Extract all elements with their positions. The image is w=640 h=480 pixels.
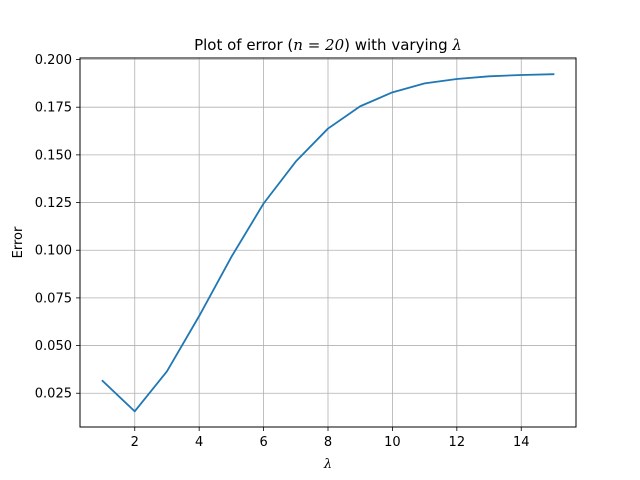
x-tick-label: 10 [384, 435, 401, 450]
x-axis-ticks: 2 4 6 8 10 12 14 [131, 427, 530, 450]
y-tick-label: 0.075 [35, 291, 72, 306]
chart-title: Plot of error (n = 20) with varying λ [194, 36, 462, 54]
y-tick-label: 0.200 [35, 53, 72, 68]
y-axis-ticks: 0.025 0.050 0.075 0.100 0.125 0.150 0.175 0.200 [35, 53, 80, 402]
x-tick-label: 8 [324, 435, 332, 450]
series-layer [101, 73, 555, 413]
x-tick-label: 4 [195, 435, 203, 450]
x-tick-label: 2 [131, 435, 139, 450]
y-tick-label: 0.175 [35, 101, 72, 116]
x-tick-label: 6 [259, 435, 267, 450]
x-tick-label: 14 [513, 435, 530, 450]
grid [80, 58, 576, 427]
y-tick-label: 0.050 [35, 339, 72, 354]
x-axis-label: λ [323, 457, 332, 472]
y-tick-label: 0.125 [35, 196, 72, 211]
x-tick-label: 12 [449, 435, 466, 450]
series-line [101, 73, 555, 413]
y-tick-label: 0.150 [35, 148, 72, 163]
y-axis-label: Error [11, 226, 26, 258]
y-tick-label: 0.100 [35, 244, 72, 259]
y-tick-label: 0.025 [35, 387, 72, 402]
